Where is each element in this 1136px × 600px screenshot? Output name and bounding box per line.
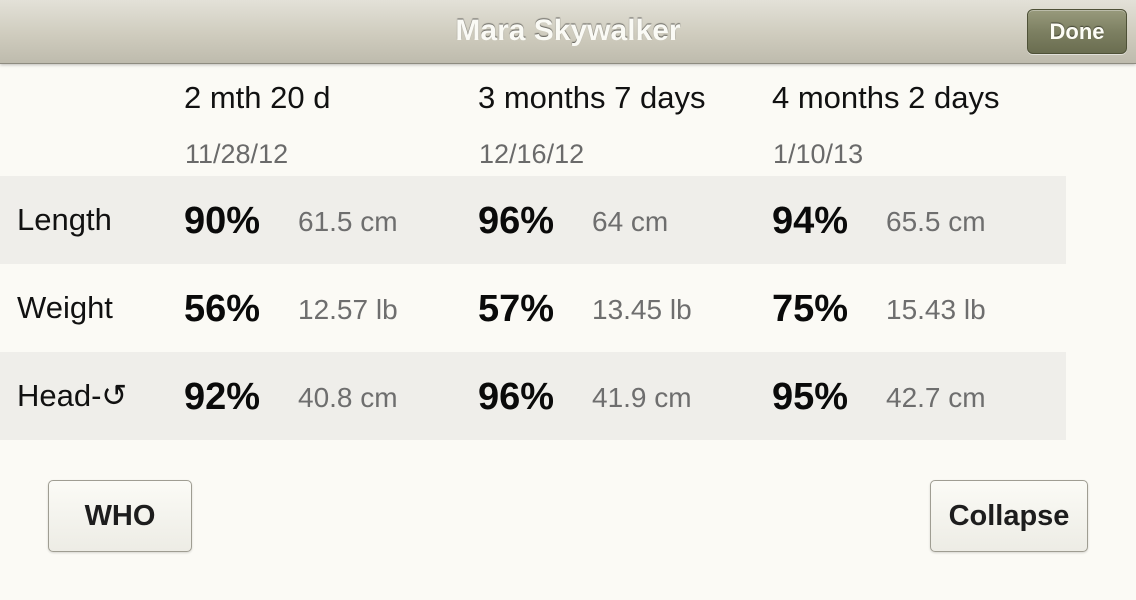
weight-percentile-3: 75% — [772, 288, 849, 330]
row-label-length: Length — [17, 202, 112, 237]
column-date-2: 12/16/12 — [479, 139, 585, 169]
length-percentile-1: 90% — [184, 200, 261, 242]
navigation-bar: Mara Skywalker Done — [0, 0, 1136, 64]
weight-measurement-1: 12.57 lb — [298, 294, 398, 325]
head-percentile-1: 92% — [184, 376, 261, 418]
who-button[interactable]: WHO — [48, 480, 192, 552]
row-label-head-circumference: Head-↺ — [17, 378, 128, 413]
column-age-1: 2 mth 20 d — [184, 80, 331, 115]
length-measurement-2: 64 cm — [592, 206, 669, 237]
length-measurement-1: 61.5 cm — [298, 206, 398, 237]
nav-title: Mara Skywalker — [455, 14, 681, 47]
weight-percentile-1: 56% — [184, 288, 261, 330]
row-label-weight: Weight — [17, 290, 113, 325]
length-measurement-3: 65.5 cm — [886, 206, 986, 237]
head-percentile-3: 95% — [772, 376, 849, 418]
row-length: Length 90% 61.5 cm 96% 64 cm 94% 65.5 cm — [0, 176, 1066, 264]
weight-measurement-3: 15.43 lb — [886, 294, 986, 325]
row-weight: Weight 56% 12.57 lb 57% 13.45 lb 75% 15.… — [0, 264, 1066, 352]
head-percentile-2: 96% — [478, 376, 555, 418]
column-date-1: 11/28/12 — [185, 139, 289, 169]
weight-percentile-2: 57% — [478, 288, 555, 330]
head-measurement-2: 41.9 cm — [592, 382, 692, 413]
length-percentile-3: 94% — [772, 200, 849, 242]
length-percentile-2: 96% — [478, 200, 555, 242]
column-age-2: 3 months 7 days — [478, 80, 706, 115]
column-age-3: 4 months 2 days — [772, 80, 1000, 115]
column-date-3: 1/10/13 — [773, 139, 864, 169]
head-measurement-3: 42.7 cm — [886, 382, 986, 413]
head-measurement-1: 40.8 cm — [298, 382, 398, 413]
weight-measurement-2: 13.45 lb — [592, 294, 692, 325]
row-head-circumference: Head-↺ 92% 40.8 cm 96% 41.9 cm 95% 42.7 … — [0, 352, 1066, 440]
done-button[interactable]: Done — [1027, 9, 1127, 54]
collapse-button[interactable]: Collapse — [930, 480, 1088, 552]
